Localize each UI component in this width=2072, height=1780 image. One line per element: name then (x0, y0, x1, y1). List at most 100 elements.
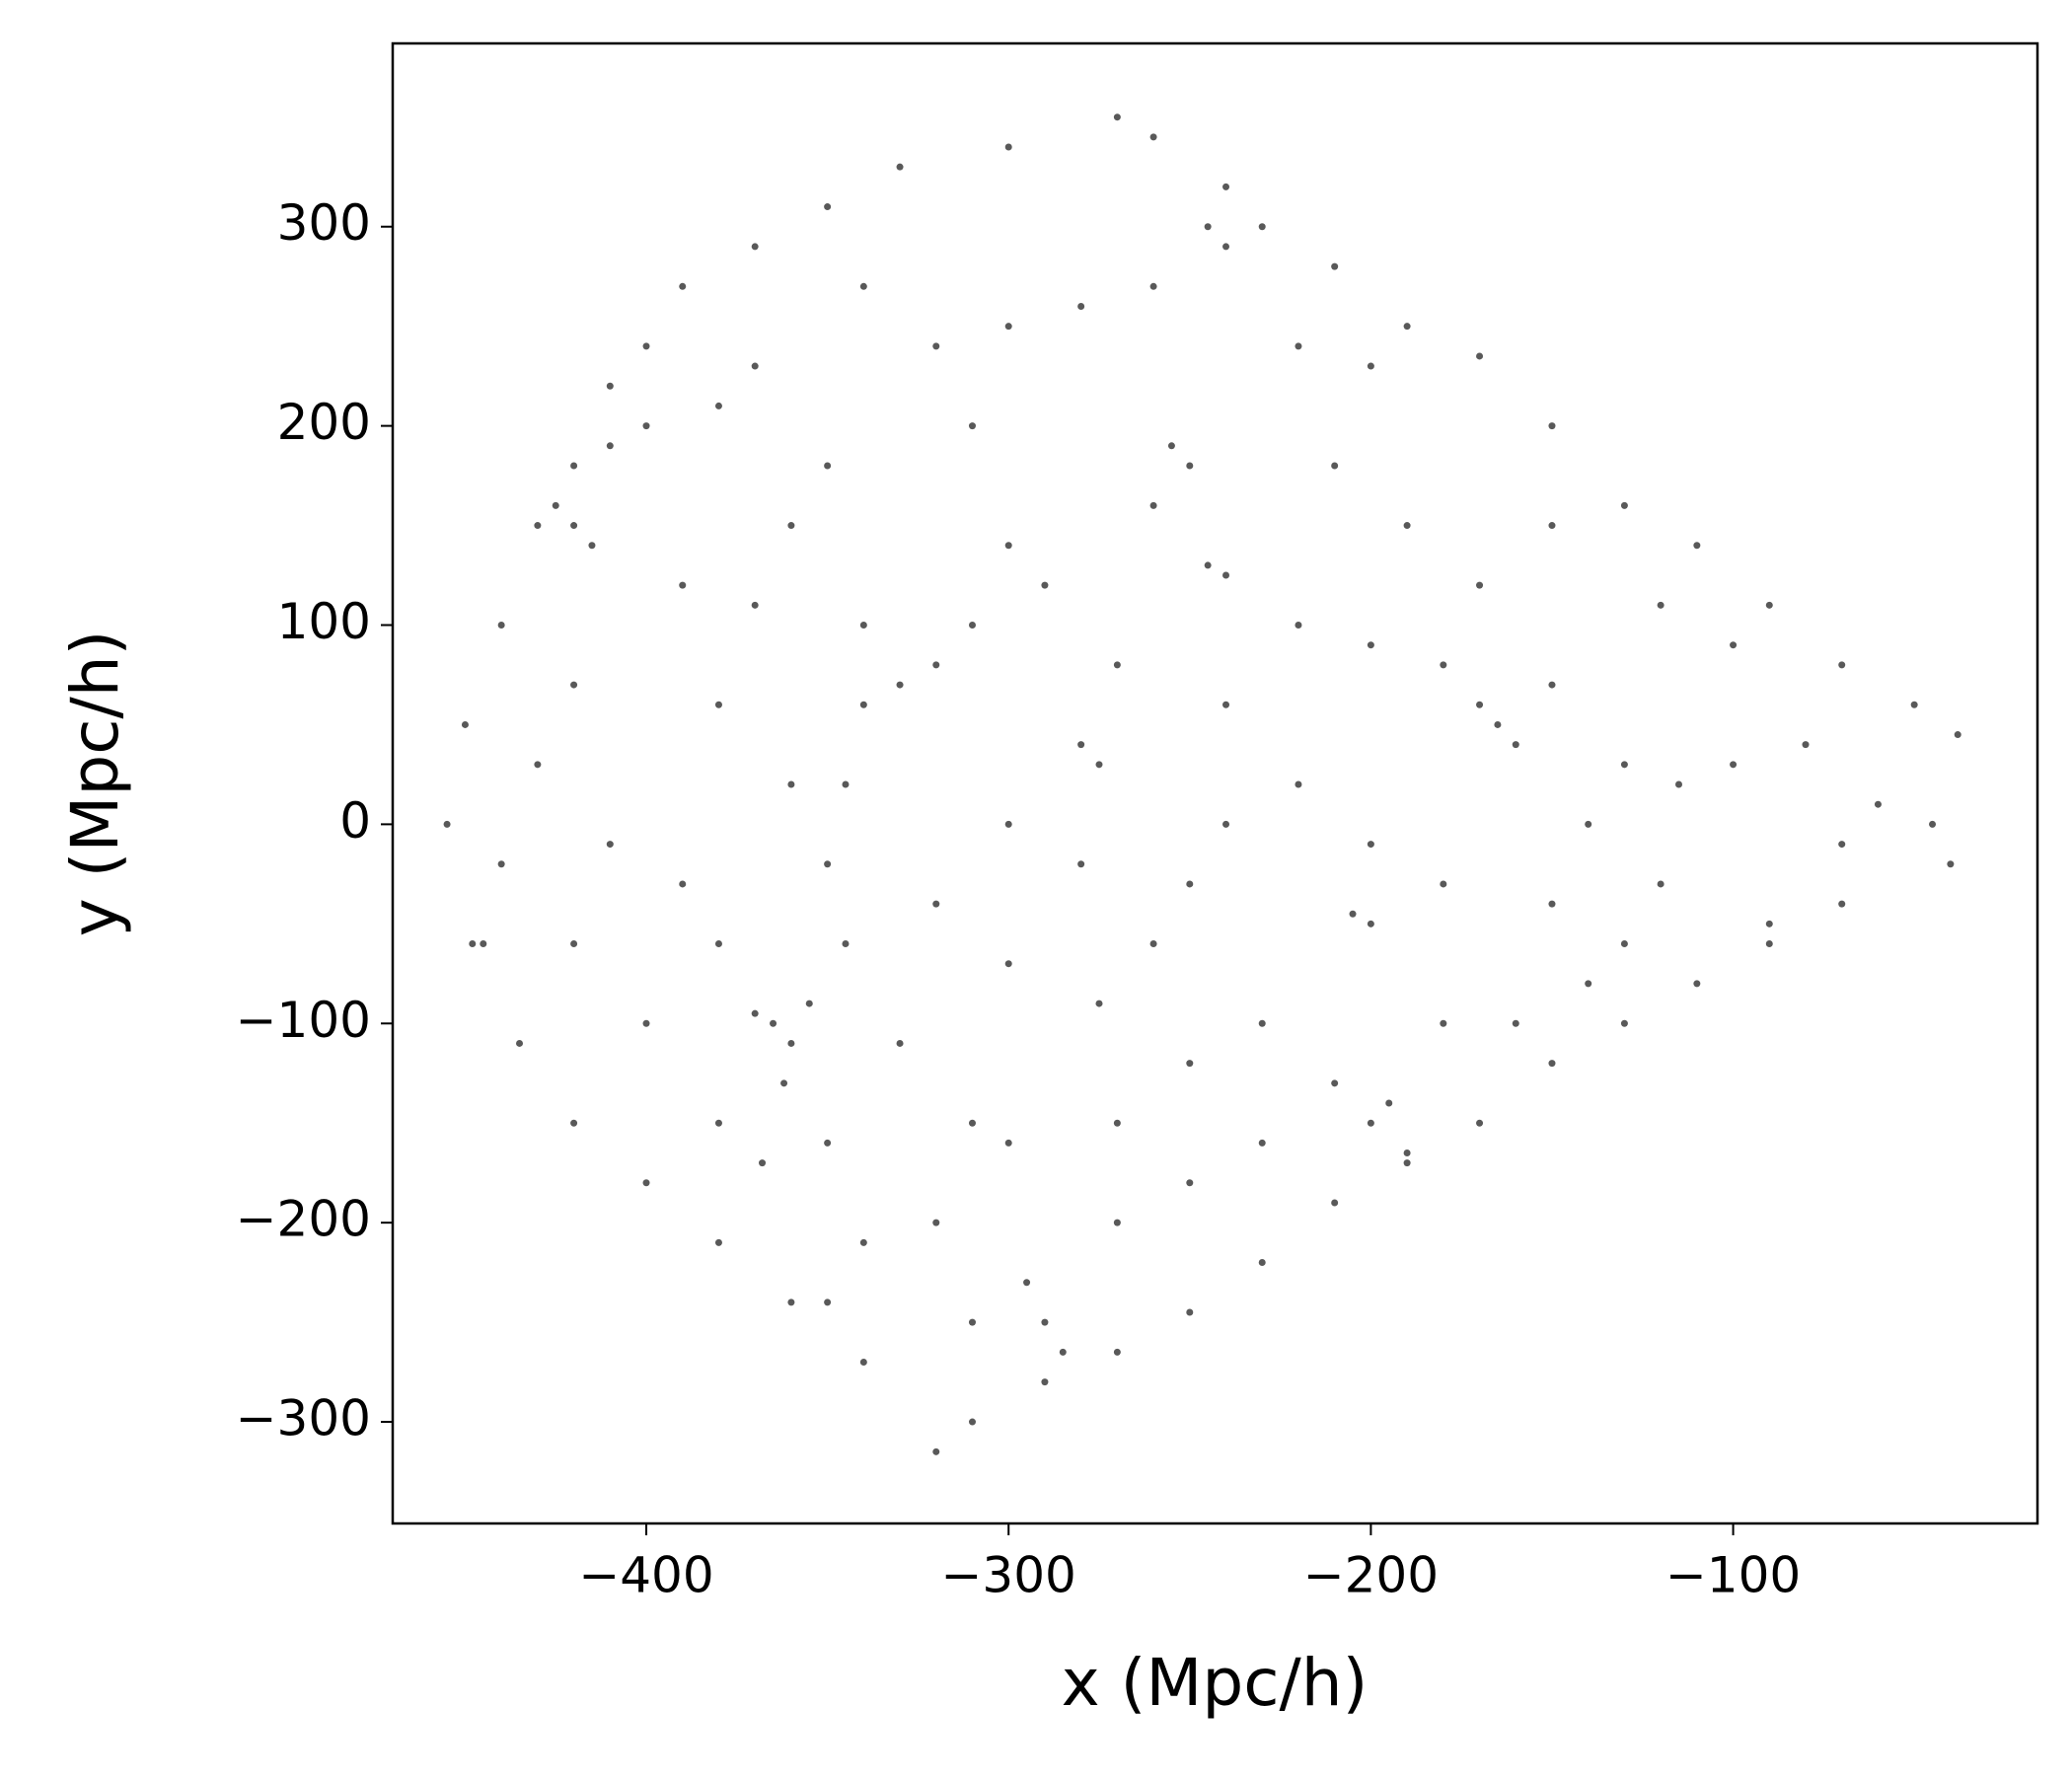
point (932, 900, 940, 908)
point (1186, 462, 1194, 470)
point (570, 462, 578, 470)
point (1367, 641, 1374, 649)
point (770, 1019, 777, 1027)
point (714, 402, 722, 409)
point (1585, 980, 1592, 988)
point (1023, 1279, 1031, 1287)
point (1476, 352, 1484, 360)
point (606, 382, 614, 390)
point (1077, 741, 1085, 749)
point (1476, 581, 1484, 589)
y-tick-label: 100 (277, 593, 371, 650)
point (1730, 761, 1738, 769)
point (824, 860, 832, 868)
point (588, 542, 596, 550)
point (787, 522, 795, 530)
point (1113, 1219, 1121, 1226)
point (859, 622, 867, 630)
point (824, 1298, 832, 1306)
point (1548, 422, 1556, 430)
point (1367, 362, 1374, 370)
point (968, 622, 976, 630)
point (1004, 143, 1012, 151)
point (443, 820, 451, 828)
point (1765, 601, 1773, 609)
y-tick-label: −300 (236, 1390, 371, 1447)
point (1403, 1159, 1411, 1167)
point (1440, 1019, 1447, 1027)
point (932, 1447, 940, 1455)
point (842, 780, 850, 788)
point (1113, 1119, 1121, 1127)
point (1403, 323, 1411, 331)
point (1657, 601, 1665, 609)
point (1258, 1139, 1266, 1147)
point (1367, 1119, 1374, 1127)
point (968, 1418, 976, 1426)
point (1222, 701, 1230, 708)
point (1004, 820, 1012, 828)
point (1113, 113, 1121, 121)
point (1095, 761, 1103, 769)
point (642, 1179, 650, 1187)
point (780, 1079, 788, 1087)
point (1222, 243, 1230, 251)
point (932, 661, 940, 669)
point (859, 1238, 867, 1246)
point (824, 1139, 832, 1147)
point (1476, 1119, 1484, 1127)
y-tick-label: −200 (236, 1191, 371, 1248)
point (1186, 1179, 1194, 1187)
y-tick-label: 0 (339, 792, 371, 850)
point (1222, 820, 1230, 828)
point (1258, 223, 1266, 231)
point (1765, 920, 1773, 927)
point (570, 522, 578, 530)
point (1295, 780, 1302, 788)
point (1041, 1378, 1049, 1386)
point (1954, 731, 1961, 739)
x-tick-label: −300 (941, 1547, 1076, 1604)
point (1838, 661, 1846, 669)
point (570, 681, 578, 689)
point (552, 501, 559, 509)
point (751, 362, 759, 370)
point (859, 701, 867, 708)
point (1113, 661, 1121, 669)
point (896, 1039, 904, 1047)
y-tick-label: −100 (236, 992, 371, 1049)
point (1730, 641, 1738, 649)
point (642, 342, 650, 350)
point (570, 1119, 578, 1127)
point (1113, 1348, 1121, 1356)
point (1585, 820, 1592, 828)
point (1004, 323, 1012, 331)
point (1512, 741, 1519, 749)
point (1403, 1149, 1411, 1156)
plot-frame (391, 41, 2039, 1525)
point (606, 442, 614, 450)
point (714, 701, 722, 708)
point (1874, 800, 1882, 808)
point (1440, 880, 1447, 888)
point (751, 243, 759, 251)
x-tick-label: −100 (1665, 1547, 1801, 1604)
point (932, 1219, 940, 1226)
point (1367, 841, 1374, 849)
point (1620, 1019, 1628, 1027)
point (1222, 571, 1230, 579)
point (1004, 960, 1012, 968)
point (805, 1000, 813, 1007)
point (606, 841, 614, 849)
point (751, 601, 759, 609)
point (1059, 1348, 1067, 1356)
point (932, 342, 940, 350)
point (534, 522, 542, 530)
point (534, 761, 542, 769)
point (896, 681, 904, 689)
point (642, 422, 650, 430)
point (1367, 920, 1374, 927)
x-tick-label: −400 (578, 1547, 713, 1604)
point (469, 940, 477, 948)
